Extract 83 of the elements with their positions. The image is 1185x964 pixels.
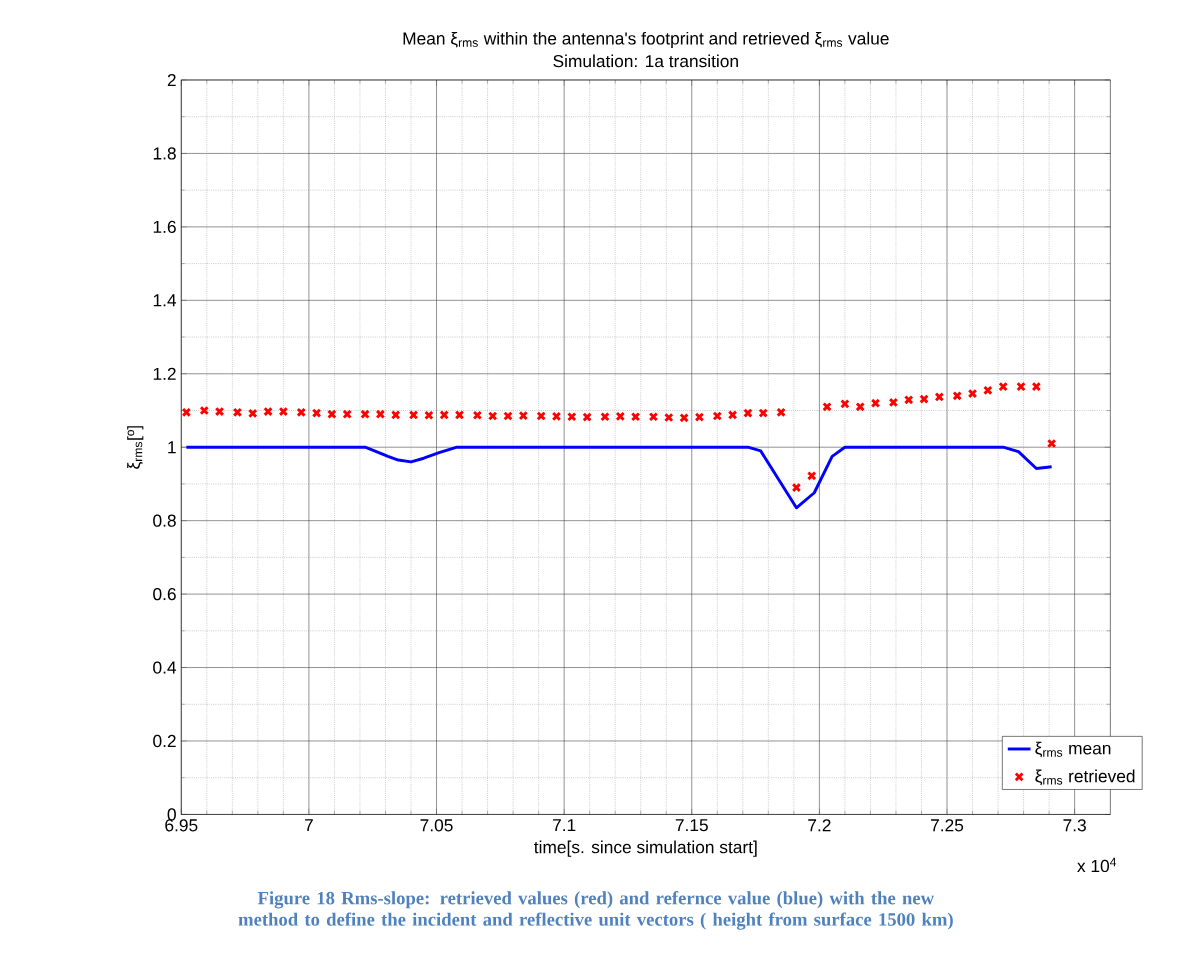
point	[408, 410, 419, 420]
point	[454, 410, 465, 420]
point	[630, 412, 641, 422]
point	[615, 411, 626, 422]
point	[375, 409, 386, 420]
y-tick-label: 0.4	[153, 661, 177, 674]
point	[694, 412, 705, 423]
point	[360, 409, 370, 420]
point	[536, 411, 546, 421]
caption: Figure 18 Rms-slope: retrieved values (red) and refernce value (blue) with the new method to define the incident and reflective unit vectors ( height from surface 1500 km)	[238, 891, 953, 930]
point	[439, 410, 449, 420]
x-tick-label: 7.1	[553, 819, 576, 832]
point	[776, 407, 786, 418]
point	[743, 408, 753, 418]
point	[551, 411, 562, 422]
point	[998, 381, 1008, 392]
point	[567, 412, 577, 422]
y-tick-label: 1	[168, 441, 176, 454]
x-tick-label: 7.2	[808, 819, 831, 832]
point	[758, 408, 768, 418]
point	[487, 411, 498, 421]
point	[181, 407, 192, 418]
x-tick-label: 7.15	[675, 819, 708, 832]
y-tick-label: 0.8	[153, 514, 176, 527]
point	[648, 412, 659, 422]
point	[888, 397, 899, 408]
point	[342, 409, 352, 420]
y-axis-title: ξ$_{rms}$[º]	[127, 426, 144, 469]
point	[727, 410, 738, 420]
point	[278, 406, 289, 417]
y-tick-label: 1.8	[153, 147, 176, 160]
point	[712, 411, 723, 421]
chart-title: Mean ξ$_{rms}$ within the antenna's footprint and retrieved ξ$_{rms}$ value	[403, 32, 889, 49]
point	[263, 406, 273, 417]
point	[327, 409, 337, 420]
line-series	[184, 445, 1054, 510]
legend-label: ξ$_{rms}$ mean	[1035, 741, 1111, 758]
y-tick-label: 1.6	[153, 220, 176, 234]
point	[472, 410, 483, 421]
point	[952, 391, 962, 401]
point	[232, 407, 243, 418]
x-tick-label: 7.05	[420, 819, 453, 832]
point	[1031, 381, 1042, 392]
point	[934, 392, 945, 402]
point	[855, 402, 865, 412]
point	[967, 388, 978, 399]
point	[311, 408, 322, 418]
x-tick-label: 7	[304, 819, 313, 832]
text: x 10$^{4}$	[1077, 857, 1117, 873]
x-tick-label: 7.25	[931, 819, 964, 832]
point	[600, 412, 610, 422]
y-tick-label: 1.4	[153, 294, 177, 307]
point	[582, 412, 592, 423]
x-tick-label: 6.95	[165, 819, 198, 832]
point	[983, 385, 993, 396]
point	[903, 395, 914, 405]
point	[679, 413, 689, 423]
legend-label: ξ$_{rms}$ retrieved	[1035, 769, 1135, 786]
y-tick-label: 0.6	[153, 588, 176, 601]
point	[424, 410, 434, 421]
x-axis-title: time[s. since simulation start]	[534, 840, 757, 857]
point	[822, 402, 832, 412]
y-tick-label: 0.2	[153, 735, 176, 748]
point	[199, 405, 210, 416]
point	[1046, 438, 1057, 449]
point	[791, 482, 802, 493]
point	[296, 407, 307, 418]
chart-subtitle: Simulation: 1a transition	[553, 54, 738, 68]
point	[214, 406, 225, 417]
point	[806, 471, 817, 481]
point	[664, 412, 674, 423]
point	[919, 394, 929, 405]
point	[247, 408, 258, 419]
point	[840, 399, 850, 409]
point	[1016, 381, 1026, 392]
point	[518, 411, 529, 421]
point	[503, 411, 513, 421]
y-tick-label: 0	[167, 808, 176, 821]
point	[870, 398, 881, 409]
point	[390, 410, 401, 420]
y-tick-label: 1.2	[153, 367, 176, 380]
x-tick-label: 7.3	[1063, 819, 1086, 832]
y-tick-label: 2	[167, 74, 176, 87]
